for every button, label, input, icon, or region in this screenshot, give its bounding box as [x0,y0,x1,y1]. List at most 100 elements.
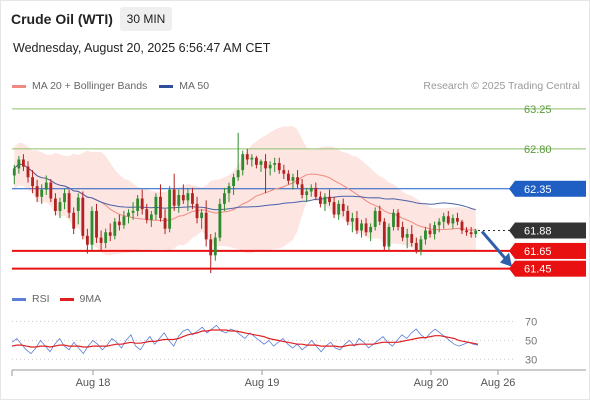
level-label-box-62.35 [515,180,586,197]
candle-body [364,223,368,233]
level-label-box-61.88 [515,222,586,239]
legend-swatch-ma50 [159,84,174,88]
x-axis: Aug 18 Aug 19 Aug 20 Aug 26 [11,369,586,389]
candle-body [465,230,468,233]
candle [113,218,117,240]
candle [314,182,318,201]
candle-body [12,168,16,176]
candle-body [305,191,309,195]
candle-body [200,212,204,219]
timestamp: Wednesday, August 20, 2025 6:56:47 AM CE… [13,41,271,55]
candle [469,226,473,238]
candle-body [140,198,144,210]
candle [186,187,190,211]
candle-body [76,197,80,211]
candle [286,170,290,185]
candle-body [309,187,313,192]
candle-body [474,230,478,235]
legend-label-9ma: 9MA [79,293,102,305]
candle [99,230,103,251]
candle-body [186,193,190,201]
level-label-63.25: 63.25 [524,104,552,116]
candle [108,223,112,242]
candle-body [286,173,290,181]
candle-body [218,203,222,238]
candle-body [273,163,277,165]
candle-body [355,218,359,231]
x-tick-label: Aug 26 [481,377,516,389]
timeframe-button[interactable]: 30 MIN [120,7,172,31]
candle-body [191,193,194,204]
x-tick-label: Aug 20 [414,377,449,389]
candle [204,200,208,247]
candle [81,191,85,240]
rsi-tick-label: 30 [525,354,537,366]
candle-body [108,232,112,236]
rsi-tick-label: 50 [525,335,537,347]
legend-swatch-bollinger [12,84,26,88]
candle-body [437,221,441,226]
candle [241,150,245,176]
level-label-pointer-61.45 [509,260,515,277]
candle-body [127,212,130,217]
candle-body [117,221,121,226]
candle [200,209,204,229]
candle [474,228,478,238]
legend-label-ma50: MA 50 [179,80,210,92]
candle-body [424,230,427,240]
candle-body [236,170,240,178]
candle-body [58,202,62,211]
candle [392,209,395,231]
level-labels-layer: 63.25 62.80 62.35 61.88 61.65 61.45 [509,104,586,277]
candle-body [314,187,318,197]
candle-body [255,157,258,165]
candle [245,148,249,165]
candle [360,219,363,238]
legend-item-bollinger: MA 20 + Bollinger Bands [12,80,147,92]
candle-body [232,177,235,187]
candle [250,154,254,167]
candle-body [245,154,249,160]
legend-label-rsi: RSI [32,293,50,305]
instrument-title: Crude Oil (WTI) [11,11,113,27]
rsi-series-9ma [11,329,479,348]
candle [332,196,336,219]
candle-body [323,196,327,204]
candle [195,196,199,224]
candle-body [318,196,322,204]
candle-body [401,226,405,238]
candle-body [369,226,373,233]
candle-body [223,193,226,204]
candle-body [360,223,363,231]
candle-body [72,212,76,229]
candle-body [53,198,57,211]
candle [277,157,281,174]
candle [227,182,231,203]
candle [300,179,304,199]
candle [456,212,459,226]
candle [442,212,446,229]
candle-body [17,159,21,169]
candle-body [227,186,231,194]
candle [428,223,432,238]
candle-body [387,226,391,247]
candle-body [63,193,66,203]
level-label-pointer-61.65 [509,242,515,259]
level-label-61.45: 61.45 [524,264,552,276]
candle [433,221,437,240]
candle [309,184,313,197]
legend-item-rsi: RSI [12,293,50,305]
candle-body [163,218,167,229]
candle [131,202,135,220]
candle-body [209,239,213,256]
candle-body [268,164,272,169]
level-label-61.65: 61.65 [524,246,552,258]
candle [149,210,153,227]
candle-body [396,212,400,227]
candle [63,188,66,210]
candle [168,186,172,233]
candle-body [81,197,85,236]
candle [163,209,167,235]
candle [44,175,48,195]
candle-body [67,193,71,213]
